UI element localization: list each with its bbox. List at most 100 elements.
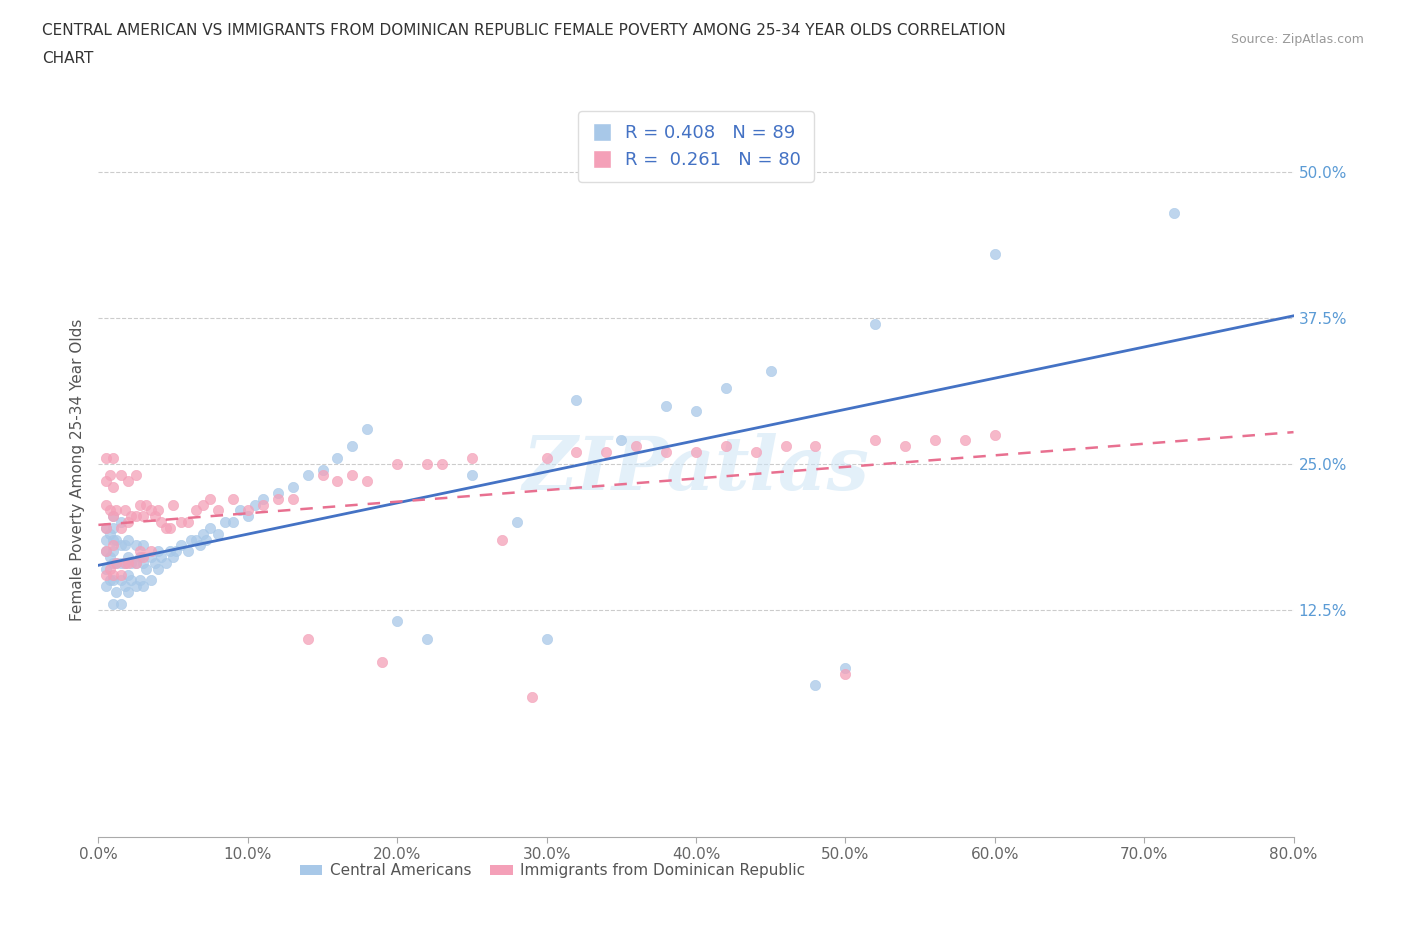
Point: [117, 514, 139, 529]
Point: [865, 316, 887, 331]
Point: [236, 509, 259, 524]
Point: [98, 526, 122, 541]
Point: [297, 631, 319, 646]
Point: [148, 562, 170, 577]
Point: [103, 521, 125, 536]
Point: [114, 555, 136, 570]
Point: [103, 538, 125, 553]
Point: [214, 514, 236, 529]
Point: [759, 363, 782, 378]
Point: [195, 532, 218, 547]
Point: [132, 509, 155, 524]
Point: [200, 521, 222, 536]
Point: [356, 474, 378, 489]
Point: [191, 526, 214, 541]
Point: [311, 468, 333, 483]
Point: [610, 433, 633, 448]
Point: [281, 491, 304, 506]
Point: [326, 450, 349, 465]
Point: [150, 550, 173, 565]
Point: [834, 666, 856, 681]
Point: [165, 544, 187, 559]
Point: [461, 450, 484, 465]
Point: [110, 596, 132, 611]
Point: [159, 544, 181, 559]
Point: [135, 562, 157, 577]
Point: [94, 578, 117, 593]
Point: [385, 457, 409, 472]
Point: [125, 538, 148, 553]
Point: [342, 468, 364, 483]
Point: [714, 380, 737, 395]
Point: [105, 555, 128, 570]
Point: [143, 509, 166, 524]
Point: [281, 480, 304, 495]
Point: [139, 503, 162, 518]
Point: [155, 555, 177, 570]
Point: [129, 573, 152, 588]
Point: [536, 450, 558, 465]
Point: [105, 532, 128, 547]
Point: [94, 521, 117, 536]
Point: [94, 498, 117, 512]
Point: [129, 544, 152, 559]
Point: [188, 538, 211, 553]
Point: [94, 521, 117, 536]
Point: [1163, 206, 1185, 220]
Point: [159, 521, 181, 536]
Point: [103, 450, 125, 465]
Point: [132, 550, 155, 565]
Point: [565, 392, 588, 407]
Point: [98, 468, 122, 483]
Point: [125, 578, 148, 593]
Point: [103, 544, 125, 559]
Point: [162, 498, 184, 512]
Point: [105, 555, 128, 570]
Point: [236, 503, 259, 518]
Point: [103, 573, 125, 588]
Point: [110, 555, 132, 570]
Point: [984, 246, 1007, 261]
Point: [311, 462, 333, 477]
Point: [385, 614, 409, 629]
Point: [139, 573, 162, 588]
Point: [132, 555, 155, 570]
Point: [117, 567, 139, 582]
Point: [103, 596, 125, 611]
Y-axis label: Female Poverty Among 25-34 Year Olds: Female Poverty Among 25-34 Year Olds: [69, 318, 84, 621]
Point: [745, 445, 768, 459]
Point: [103, 509, 125, 524]
Point: [139, 550, 162, 565]
Point: [105, 503, 128, 518]
Point: [326, 474, 349, 489]
Point: [177, 514, 200, 529]
Point: [177, 544, 200, 559]
Point: [191, 498, 214, 512]
Point: [222, 514, 245, 529]
Point: [125, 555, 148, 570]
Point: [143, 555, 166, 570]
Point: [984, 427, 1007, 442]
Point: [110, 567, 132, 582]
Point: [114, 503, 136, 518]
Point: [267, 485, 290, 500]
Point: [207, 526, 229, 541]
Legend: Central Americans, Immigrants from Dominican Republic: Central Americans, Immigrants from Domin…: [294, 857, 811, 884]
Point: [169, 538, 191, 553]
Point: [120, 555, 142, 570]
Point: [117, 532, 139, 547]
Point: [184, 532, 207, 547]
Point: [148, 503, 170, 518]
Point: [804, 439, 827, 454]
Point: [356, 421, 378, 436]
Point: [125, 555, 148, 570]
Point: [129, 550, 152, 565]
Point: [207, 503, 229, 518]
Point: [565, 445, 588, 459]
Point: [98, 503, 122, 518]
Text: CHART: CHART: [42, 51, 94, 66]
Point: [98, 550, 122, 565]
Point: [342, 439, 364, 454]
Point: [169, 514, 191, 529]
Point: [894, 439, 917, 454]
